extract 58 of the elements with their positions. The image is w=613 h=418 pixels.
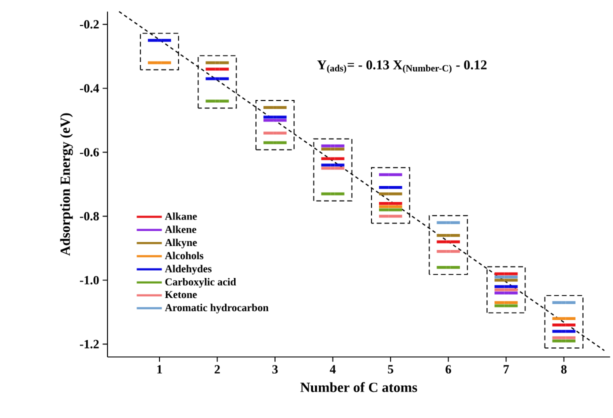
- point: [388, 192, 392, 196]
- point: [504, 301, 508, 304]
- y-tick-label: -0.8: [80, 212, 99, 221]
- y-tick-label: -0.4: [80, 84, 100, 93]
- point: [446, 221, 450, 224]
- legend-label: Carboxylic acid: [165, 278, 236, 288]
- point: [215, 68, 220, 71]
- point: [562, 340, 566, 343]
- legend-label: Aldehydes: [164, 265, 212, 275]
- point: [562, 330, 566, 333]
- point: [330, 164, 335, 167]
- x-tick-label: 2: [214, 365, 220, 374]
- point: [504, 285, 508, 288]
- point: [388, 205, 392, 208]
- point: [388, 202, 392, 206]
- legend-label: Alkyne: [164, 238, 197, 248]
- x-tick-label: 1: [157, 365, 162, 374]
- point: [446, 234, 450, 238]
- point: [158, 39, 162, 42]
- point: [562, 301, 566, 304]
- point: [562, 324, 566, 327]
- point: [388, 208, 392, 212]
- point: [273, 116, 277, 119]
- y-tick-label: -0.2: [80, 20, 99, 29]
- point: [330, 144, 335, 148]
- y-tick-label: -1.0: [80, 276, 99, 285]
- y-tick-label: -1.2: [80, 340, 99, 349]
- point: [446, 250, 450, 253]
- point: [215, 100, 220, 103]
- point: [330, 148, 335, 151]
- point: [273, 106, 277, 110]
- point: [446, 266, 450, 269]
- point: [330, 192, 335, 196]
- annotation: Y$_{(ads)}$= - 0.13 X$_{(Number-C)}$ - 0.12: [317, 60, 487, 74]
- legend-label: Ketone: [164, 291, 197, 298]
- x-tick-label: 4: [330, 365, 336, 374]
- point: [562, 317, 566, 320]
- legend-label: Alkene: [164, 226, 196, 234]
- point: [504, 278, 508, 282]
- y-axis-title: Adsorption Energy (eV): [60, 113, 73, 256]
- y-tick-label: -0.6: [80, 148, 99, 157]
- point: [388, 186, 392, 190]
- legend-label: Alkane: [164, 212, 197, 220]
- x-tick-label: 6: [446, 365, 452, 374]
- legend-label: Alcohols: [164, 252, 204, 260]
- x-axis-title: Number of C atoms: [300, 382, 418, 392]
- point: [504, 292, 508, 295]
- point: [273, 132, 277, 135]
- x-tick-label: 7: [504, 365, 509, 374]
- x-tick-label: 3: [272, 365, 278, 374]
- point: [273, 141, 277, 144]
- point: [330, 157, 335, 160]
- point: [504, 276, 508, 279]
- x-tick-label: 8: [561, 365, 567, 374]
- legend-label: Aromatic hydrocarbon: [164, 304, 269, 314]
- point: [446, 240, 450, 244]
- x-tick-label: 5: [388, 365, 394, 374]
- point: [388, 173, 392, 176]
